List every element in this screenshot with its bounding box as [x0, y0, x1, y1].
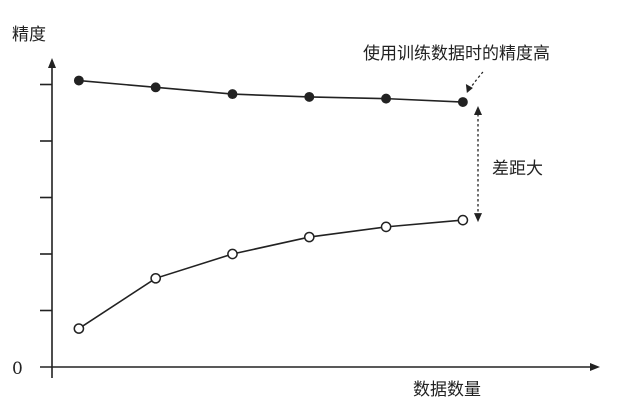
y-ticks: [40, 83, 52, 312]
gap-arrowhead-top: [474, 106, 482, 116]
annotations: 使用训练数据时的精度高 差距大: [363, 43, 550, 223]
x-axis-label: 数据数量: [413, 380, 481, 400]
series-1-point-0: [73, 323, 85, 334]
series-0-point-4: [381, 93, 392, 104]
high-accuracy-annotation: 使用训练数据时的精度高: [363, 43, 550, 64]
origin-label: 0: [12, 359, 23, 379]
high-accuracy-arrowhead: [465, 84, 473, 94]
series-1-point-1: [150, 272, 162, 284]
series-1-point-4: [380, 221, 392, 233]
series-0-point-1: [150, 82, 161, 93]
series-1-point-5: [457, 214, 469, 226]
gap-annotation: 差距大: [492, 159, 543, 179]
series-1-point-3: [303, 231, 315, 243]
x-axis-arrow: [590, 363, 600, 371]
series-0-point-0: [73, 75, 84, 86]
series-1-line: [78, 219, 463, 330]
series-0-point-5: [457, 97, 468, 107]
gap-arrowhead-bottom: [474, 213, 482, 223]
series-group: [73, 75, 469, 334]
series-0-line: [78, 79, 463, 103]
series-0-point-2: [227, 89, 238, 100]
series-1-point-2: [227, 248, 238, 260]
y-axis-label: 精度: [12, 25, 46, 45]
axes: [40, 58, 600, 378]
series-0-point-3: [304, 91, 315, 102]
y-axis-arrow: [48, 58, 56, 68]
